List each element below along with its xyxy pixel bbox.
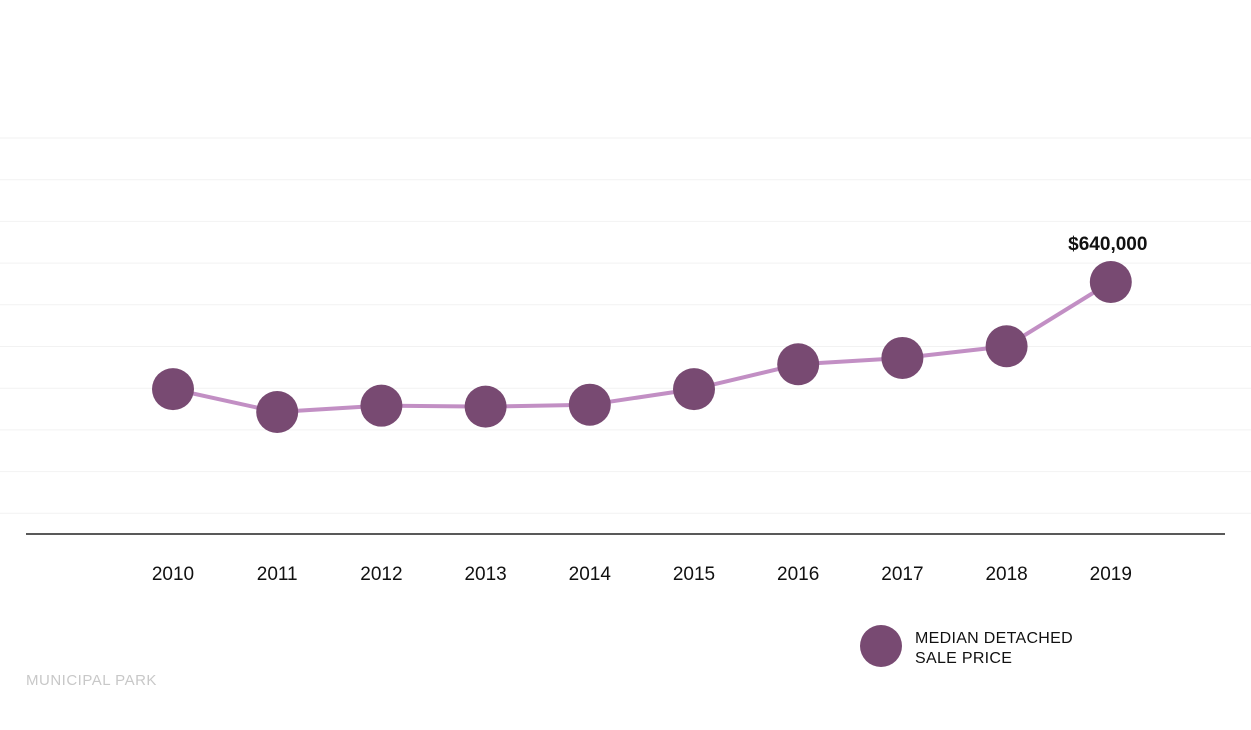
x-tick-2011: 2011 (257, 564, 298, 585)
data-point-2017 (881, 336, 924, 379)
x-tick-2019: 2019 (1090, 564, 1132, 585)
gridlines (0, 137, 1251, 514)
x-tick-2012: 2012 (360, 564, 402, 585)
x-tick-2014: 2014 (569, 564, 612, 585)
data-points (152, 261, 1132, 433)
x-tick-labels: 2010 2011 2012 2013 2014 2015 2016 2017 2018 2019 (152, 564, 1132, 585)
data-point-2012 (360, 384, 403, 427)
legend-marker (860, 625, 902, 667)
x-tick-2013: 2013 (464, 564, 506, 585)
legend-label-line-1: MEDIAN DETACHED (915, 630, 1073, 647)
data-point-2013 (464, 385, 507, 428)
source-credit: MUNICIPAL PARK (26, 672, 157, 689)
data-point-2019 (1089, 261, 1132, 303)
legend: MEDIAN DETACHED SALE PRICE (860, 625, 1073, 667)
legend-label-line-2: SALE PRICE (915, 650, 1012, 667)
x-tick-2015: 2015 (673, 564, 715, 585)
data-point-2011 (256, 391, 299, 433)
data-point-2016 (777, 343, 820, 386)
value-annotation: $640,000 (1068, 234, 1147, 255)
data-point-2010 (152, 368, 194, 411)
series-line (172, 280, 1112, 414)
data-point-2018 (985, 325, 1028, 368)
x-tick-2018: 2018 (985, 564, 1027, 585)
x-tick-2010: 2010 (152, 564, 194, 585)
data-point-2014 (568, 383, 611, 426)
data-point-2015 (673, 368, 715, 411)
x-tick-2016: 2016 (777, 564, 819, 585)
x-tick-2017: 2017 (881, 564, 923, 585)
